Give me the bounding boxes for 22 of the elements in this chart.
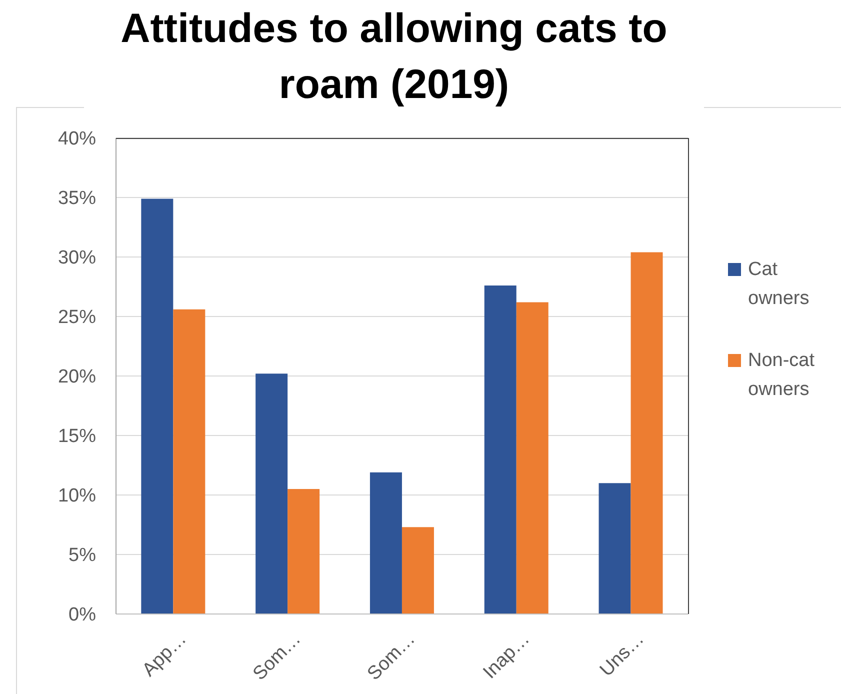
- bar: [141, 198, 174, 614]
- y-tick-label: 30%: [58, 248, 96, 269]
- legend-label: Cat owners: [748, 258, 810, 311]
- bar: [630, 252, 663, 614]
- y-tick-label: 10%: [58, 486, 96, 507]
- y-tick-label: 35%: [58, 188, 96, 210]
- y-tick-label: 15%: [58, 426, 96, 448]
- y-tick-label: 25%: [58, 307, 96, 328]
- y-tick-label: 40%: [58, 128, 96, 150]
- bar: [402, 527, 434, 614]
- bar: [256, 374, 288, 614]
- bar: [173, 309, 206, 614]
- bar: [598, 483, 631, 614]
- legend-label: Non-cat owners: [748, 349, 816, 402]
- bar: [370, 472, 402, 614]
- y-tick-label: 5%: [68, 545, 96, 566]
- bar: [484, 286, 516, 614]
- chart-title: Attitudes to allowing cats to roam (2019): [84, 0, 704, 112]
- y-tick-label: 20%: [58, 366, 96, 388]
- y-tick-label: 0%: [68, 604, 96, 626]
- bar: [516, 302, 548, 614]
- bar: [288, 489, 320, 614]
